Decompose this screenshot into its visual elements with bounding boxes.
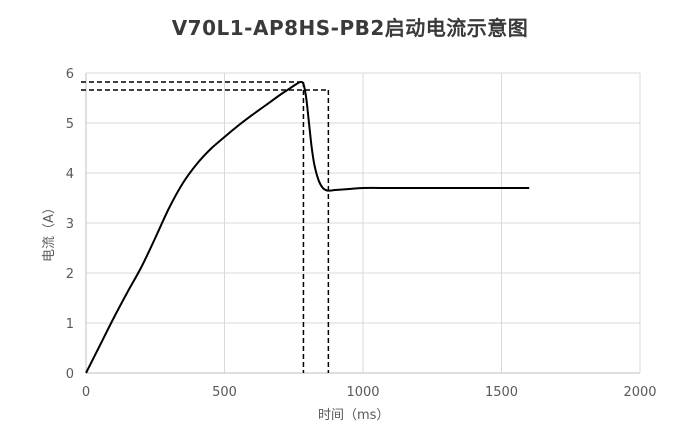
- x-tick-label: 1000: [346, 385, 379, 400]
- chart-title: V70L1-AP8HS-PB2启动电流示意图: [171, 16, 529, 40]
- x-tick-label: 1500: [485, 385, 518, 400]
- y-tick-label: 2: [66, 267, 74, 282]
- y-tick-label: 3: [66, 217, 74, 232]
- y-tick-label: 0: [66, 367, 74, 382]
- x-tick-label: 500: [212, 385, 237, 400]
- y-tick-label: 1: [66, 317, 74, 332]
- series-line-current: [85, 80, 530, 374]
- x-axis-label: 时间（ms）: [318, 408, 390, 423]
- y-tick-label: 4: [66, 167, 74, 182]
- x-tick-label: 0: [82, 385, 90, 400]
- y-axis-label: 电流（A）: [42, 201, 57, 262]
- y-tick-label: 5: [66, 117, 74, 132]
- x-tick-label: 2000: [623, 385, 656, 400]
- y-tick-label: 6: [66, 67, 74, 82]
